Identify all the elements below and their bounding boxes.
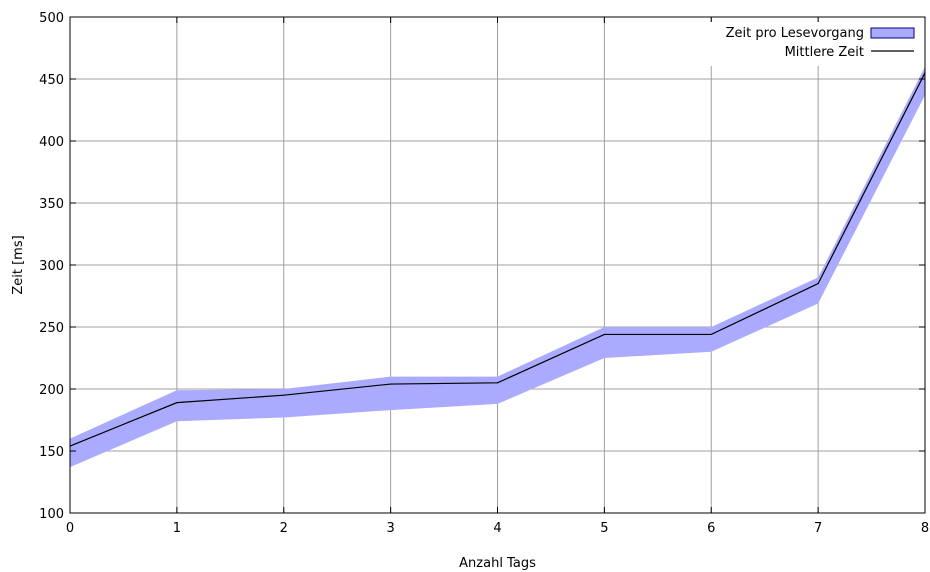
x-tick-label: 0: [66, 521, 74, 536]
mean-point: [817, 283, 819, 285]
y-tick-label: 450: [39, 73, 64, 88]
y-tick-label: 500: [39, 11, 64, 26]
x-tick-label: 1: [173, 521, 181, 536]
y-tick-label: 150: [39, 445, 64, 460]
band-layer: [70, 66, 925, 468]
x-tick-label: 6: [707, 521, 715, 536]
mean-point: [283, 394, 285, 396]
y-tick-label: 100: [39, 507, 64, 522]
y-axis-title: Zeit [ms]: [11, 235, 26, 294]
x-tick-label: 4: [493, 521, 501, 536]
mean-point: [710, 333, 712, 336]
mean-point: [390, 383, 392, 385]
x-axis-ticks: 0 1 2 3 4 5 6 7 8: [66, 17, 929, 536]
x-tick-label: 8: [921, 521, 929, 536]
band-area: [70, 66, 925, 468]
y-axis-ticks: 100 150 200 250 300 350 400 450 500: [39, 11, 925, 522]
legend-label-band: Zeit pro Lesevorgang: [726, 26, 864, 41]
y-tick-label: 250: [39, 321, 64, 336]
legend-swatch-band: [870, 27, 915, 39]
x-tick-label: 3: [386, 521, 394, 536]
grid-lines: [70, 17, 925, 513]
legend: Zeit pro Lesevorgang Mittlere Zeit: [710, 22, 922, 66]
mean-point: [176, 402, 178, 404]
y-tick-label: 350: [39, 197, 64, 212]
y-tick-label: 300: [39, 259, 64, 274]
x-tick-label: 2: [280, 521, 288, 536]
mean-point: [496, 382, 499, 384]
mean-point: [603, 333, 605, 336]
x-tick-label: 7: [814, 521, 822, 536]
legend-label-line: Mittlere Zeit: [785, 45, 864, 60]
y-tick-label: 400: [39, 135, 64, 150]
x-axis-title: Anzahl Tags: [459, 556, 536, 571]
x-tick-label: 5: [600, 521, 608, 536]
y-tick-label: 200: [39, 383, 64, 398]
